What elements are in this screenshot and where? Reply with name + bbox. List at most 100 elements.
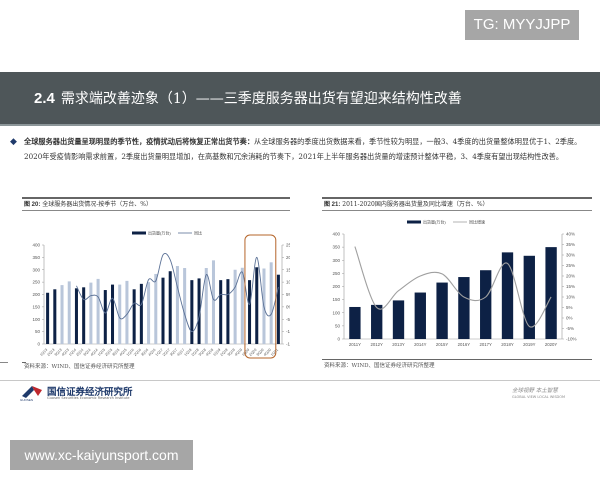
svg-text:15%: 15% bbox=[566, 284, 575, 289]
bar bbox=[190, 280, 194, 344]
bar bbox=[82, 287, 86, 344]
svg-text:2018Y: 2018Y bbox=[501, 342, 514, 347]
svg-text:1Q14: 1Q14 bbox=[68, 348, 77, 357]
bar bbox=[276, 274, 280, 344]
svg-text:0: 0 bbox=[337, 337, 340, 342]
svg-text:250: 250 bbox=[332, 271, 340, 276]
svg-text:300: 300 bbox=[332, 258, 340, 263]
svg-text:1Q16: 1Q16 bbox=[126, 348, 135, 357]
bar bbox=[269, 262, 273, 344]
slogan-cn: 全球视野 本土智慧 bbox=[512, 388, 558, 394]
bar bbox=[248, 280, 252, 344]
svg-text:2015Y: 2015Y bbox=[436, 342, 449, 347]
svg-text:25%: 25% bbox=[286, 243, 290, 248]
highlight-box bbox=[244, 234, 277, 359]
figure-20-title: 图 20: 全球服务器出货情况-按季节（万台、%） bbox=[22, 197, 290, 211]
bar bbox=[175, 266, 179, 344]
bar bbox=[349, 306, 361, 339]
bar bbox=[480, 270, 492, 339]
svg-text:1Q21: 1Q21 bbox=[270, 348, 279, 357]
section-number: 2.4 bbox=[34, 90, 55, 107]
svg-text:3Q20: 3Q20 bbox=[256, 348, 265, 357]
bar bbox=[458, 277, 470, 339]
bar bbox=[183, 268, 187, 344]
figure-20: 图 20: 全球服务器出货情况-按季节（万台、%） 0 50 100 150 200 25… bbox=[22, 197, 290, 372]
bar bbox=[197, 278, 201, 344]
svg-text:同比增速: 同比增速 bbox=[469, 219, 485, 225]
bar bbox=[233, 269, 237, 344]
svg-text:2Q13: 2Q13 bbox=[46, 348, 55, 357]
svg-text:200: 200 bbox=[32, 292, 40, 297]
figure-20-source: 资料来源：WIND、国信证券经济研究所整理 bbox=[24, 364, 135, 370]
svg-text:4Q13: 4Q13 bbox=[61, 348, 70, 357]
svg-text:150: 150 bbox=[332, 297, 340, 302]
svg-text:4Q16: 4Q16 bbox=[147, 348, 156, 357]
bar bbox=[168, 271, 172, 344]
bar bbox=[255, 267, 259, 344]
svg-text:2Q17: 2Q17 bbox=[162, 348, 171, 357]
svg-text:3Q16: 3Q16 bbox=[140, 348, 149, 357]
svg-text:2012Y: 2012Y bbox=[370, 342, 383, 347]
svg-text:30%: 30% bbox=[566, 253, 575, 258]
svg-text:100: 100 bbox=[32, 317, 40, 322]
bar bbox=[219, 280, 223, 344]
source-tick bbox=[22, 362, 26, 363]
svg-text:4Q19: 4Q19 bbox=[234, 348, 243, 357]
watermark-bottom: www.xc-kaiyunsport.com bbox=[10, 440, 193, 470]
svg-text:1Q18: 1Q18 bbox=[184, 348, 193, 357]
bar bbox=[103, 290, 107, 344]
svg-text:出货量(万台): 出货量(万台) bbox=[148, 230, 171, 236]
svg-text:5%: 5% bbox=[286, 292, 290, 297]
svg-text:3Q19: 3Q19 bbox=[227, 348, 236, 357]
bar bbox=[161, 277, 165, 344]
watermark-top: TG: MYYJJPP bbox=[465, 10, 579, 40]
bar bbox=[154, 273, 158, 344]
logo-mark-icon: GUOSEN bbox=[20, 386, 42, 402]
svg-text:20%: 20% bbox=[286, 255, 290, 260]
bar bbox=[240, 267, 244, 344]
svg-text:15%: 15% bbox=[286, 267, 290, 272]
svg-text:200: 200 bbox=[332, 284, 340, 289]
svg-text:2Q14: 2Q14 bbox=[75, 348, 84, 357]
bar bbox=[118, 284, 122, 344]
svg-text:2Q18: 2Q18 bbox=[191, 348, 200, 357]
page-title: 2.4 需求端改善迹象（1）——三季度服务器出货有望迎来结构性改善 bbox=[34, 88, 462, 108]
figure-21: 图 21: 2011-2020国内服务器出货量及同比增速（万台、%） 0 50 10… bbox=[322, 197, 592, 372]
svg-text:300: 300 bbox=[32, 267, 40, 272]
svg-text:4Q18: 4Q18 bbox=[205, 348, 214, 357]
svg-text:2014Y: 2014Y bbox=[414, 342, 427, 347]
svg-text:0%: 0% bbox=[286, 304, 290, 309]
svg-text:3Q13: 3Q13 bbox=[54, 348, 63, 357]
svg-text:-10%: -10% bbox=[566, 337, 577, 342]
bar bbox=[501, 252, 514, 339]
svg-text:100: 100 bbox=[332, 310, 340, 315]
svg-text:150: 150 bbox=[32, 304, 40, 309]
svg-text:2016Y: 2016Y bbox=[458, 342, 471, 347]
svg-text:4Q17: 4Q17 bbox=[176, 348, 185, 357]
svg-text:50: 50 bbox=[35, 329, 41, 334]
figure-20-chart: 0 50 100 150 200 250 300 350 400 -15% -10% -5% 0% 5% 1… bbox=[32, 230, 290, 359]
svg-text:1Q17: 1Q17 bbox=[155, 348, 164, 357]
bar bbox=[89, 282, 93, 344]
left-divider-stub bbox=[0, 362, 8, 363]
svg-text:3Q15: 3Q15 bbox=[111, 348, 120, 357]
logo-name-en: Guosen Securities Economic Research Inst… bbox=[47, 396, 130, 400]
svg-text:1Q20: 1Q20 bbox=[241, 348, 250, 357]
svg-text:同比: 同比 bbox=[194, 230, 202, 236]
svg-text:25%: 25% bbox=[566, 263, 575, 268]
svg-text:350: 350 bbox=[332, 245, 340, 250]
svg-text:2Q19: 2Q19 bbox=[220, 348, 229, 357]
svg-text:35%: 35% bbox=[566, 242, 575, 247]
svg-text:40%: 40% bbox=[566, 232, 575, 237]
svg-text:4Q20: 4Q20 bbox=[263, 348, 272, 357]
svg-text:2Q16: 2Q16 bbox=[133, 348, 142, 357]
bar bbox=[53, 289, 57, 344]
svg-text:2019Y: 2019Y bbox=[523, 342, 536, 347]
bar bbox=[211, 260, 215, 344]
svg-text:-15%: -15% bbox=[286, 342, 290, 347]
bar bbox=[96, 278, 100, 344]
svg-text:10%: 10% bbox=[566, 295, 575, 300]
bar bbox=[545, 247, 557, 339]
svg-text:350: 350 bbox=[32, 255, 40, 260]
slogan: 全球视野 本土智慧 GLOBAL VIEW LOCAL WISDOM bbox=[512, 386, 565, 399]
